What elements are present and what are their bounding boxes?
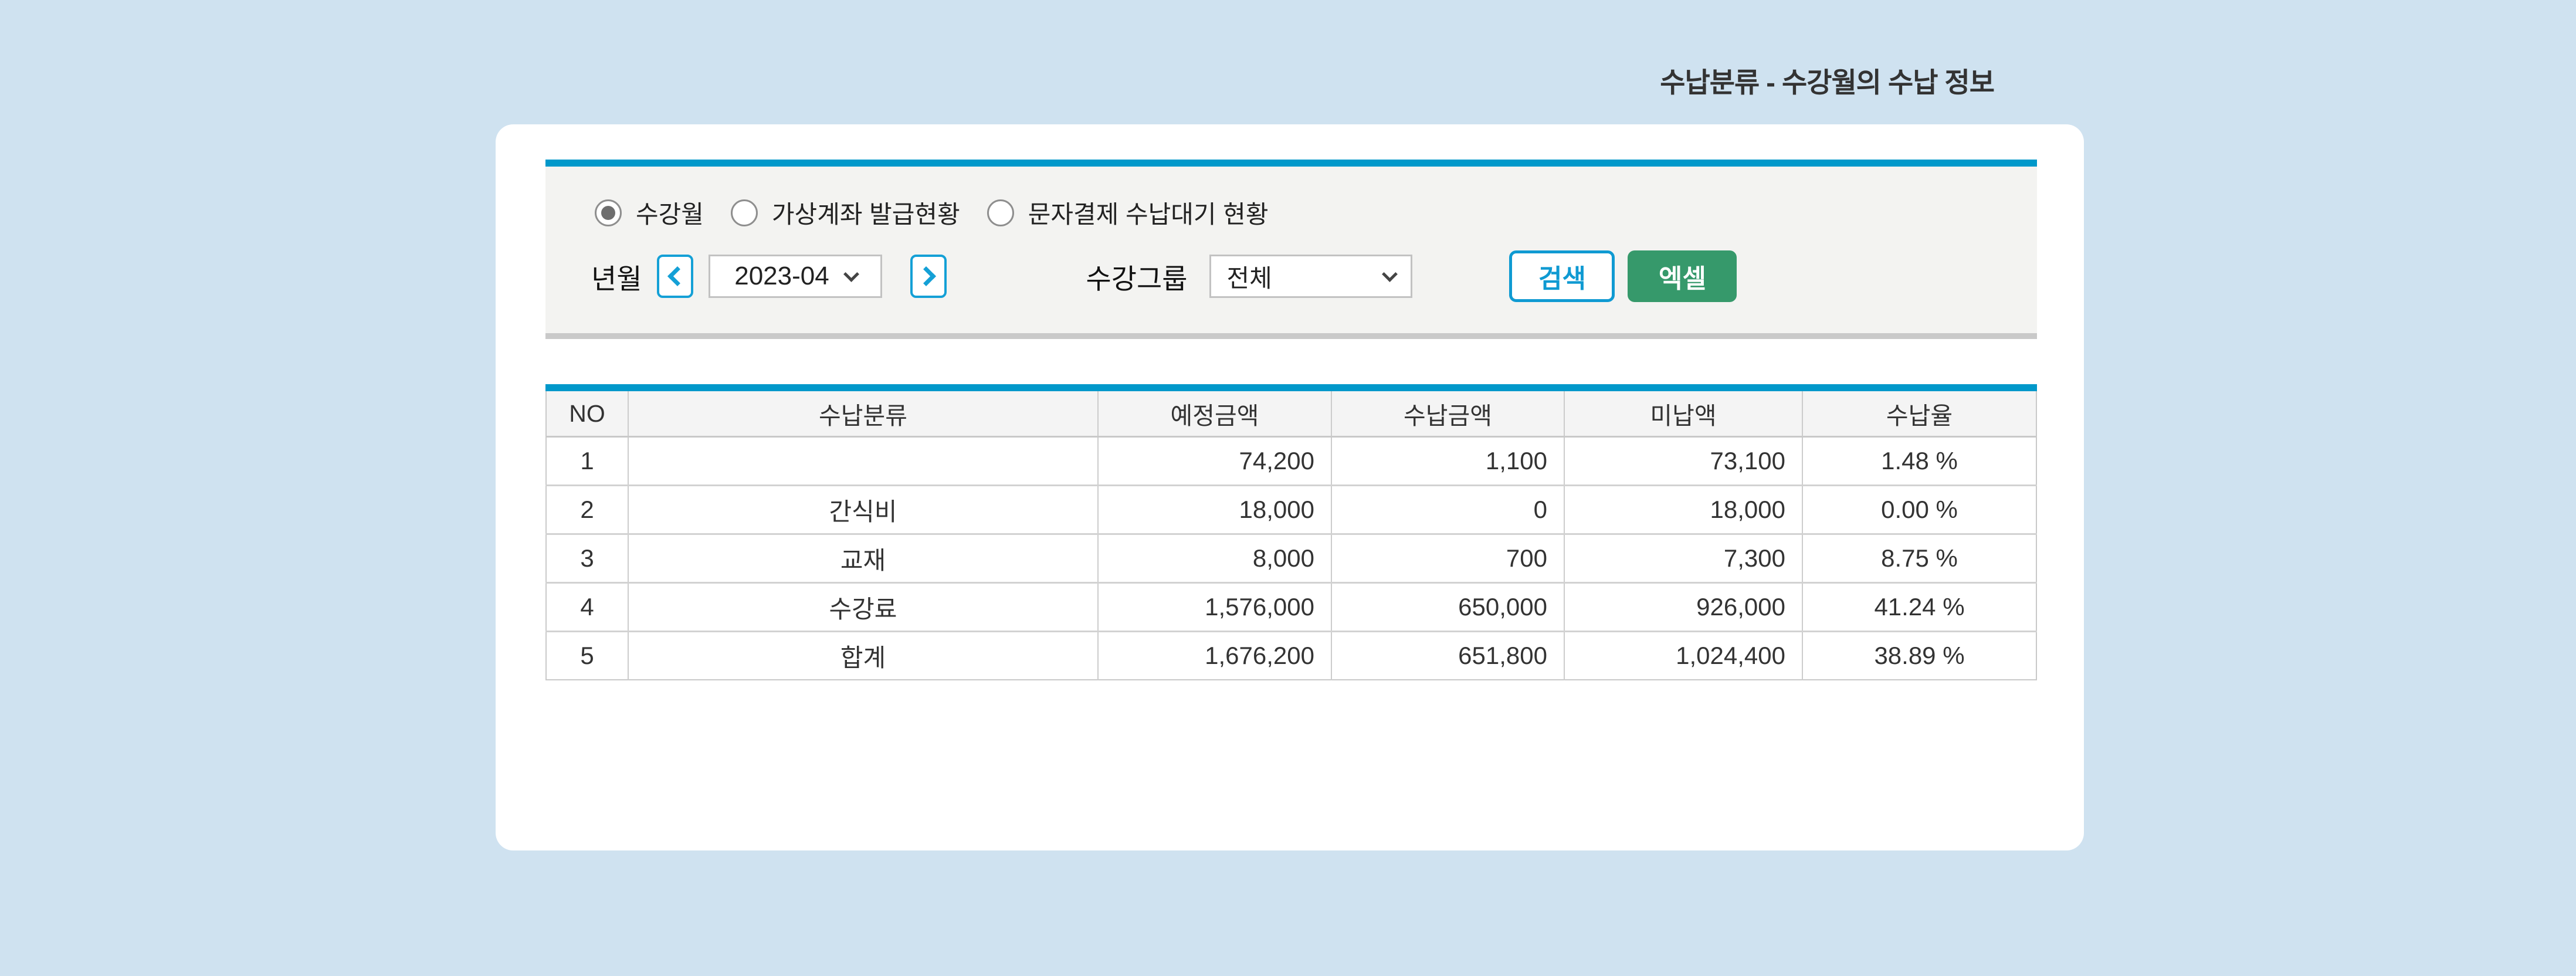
- page-title: 수납분류 - 수강월의 수납 정보: [1660, 67, 1995, 98]
- table-cell: 3: [546, 533, 628, 583]
- table-cell: 18,000: [1097, 484, 1331, 534]
- table-row: 2 간식비 18,000 0 18,000 0.00 %: [546, 484, 2036, 534]
- table-cell: 651,800: [1331, 631, 1564, 680]
- group-select-value: 전체: [1226, 264, 1272, 292]
- table-column-header: 수납분류: [628, 391, 1098, 438]
- table-cell: 926,000: [1564, 582, 1802, 632]
- table-cell: 74,200: [1097, 436, 1331, 486]
- table-header-row: NO 수납분류 예정금액 수납금액 미납액 수납율: [546, 391, 2036, 438]
- table-cell: 73,100: [1564, 436, 1802, 486]
- table-cell: 7,300: [1564, 533, 1802, 583]
- next-month-button[interactable]: [910, 255, 947, 298]
- radio-sugangwol[interactable]: 수강월: [595, 195, 704, 231]
- table-cell: 18,000: [1564, 484, 1802, 534]
- radio-label: 문자결제 수납대기 현황: [1028, 201, 1269, 228]
- prev-month-button[interactable]: [657, 255, 694, 298]
- table-column-header: 미납액: [1564, 391, 1802, 438]
- table-cell: 0: [1331, 484, 1564, 534]
- table-cell: 수강료: [628, 582, 1098, 632]
- table-column-header: 예정금액: [1097, 391, 1331, 438]
- table-cell: 8,000: [1097, 533, 1331, 583]
- chevron-down-icon: [843, 266, 859, 282]
- chevron-right-icon: [916, 266, 937, 286]
- radio-label: 수강월: [636, 201, 704, 228]
- table-cell: 650,000: [1331, 582, 1564, 632]
- table-cell: 0.00 %: [1802, 484, 2036, 534]
- content-card: 수강월 가상계좌 발급현황 문자결제 수납대기 현황 년월 2023-04: [496, 124, 2084, 850]
- table-row: 5 합계 1,676,200 651,800 1,024,400 38.89 %: [546, 631, 2036, 680]
- table-column-header: 수납율: [1802, 391, 2036, 438]
- radio-virtual-account[interactable]: 가상계좌 발급현황: [730, 195, 960, 231]
- table-row: 4 수강료 1,576,000 650,000 926,000 41.24 %: [546, 582, 2036, 632]
- chevron-down-icon: [1382, 266, 1398, 282]
- table-cell: 38.89 %: [1802, 631, 2036, 680]
- radio-button-icon[interactable]: [987, 199, 1014, 226]
- table-row: 1 74,200 1,100 73,100 1.48 %: [546, 436, 2036, 486]
- group-select[interactable]: 전체: [1209, 255, 1413, 298]
- view-mode-radio-group: 수강월 가상계좌 발급현황 문자결제 수납대기 현황: [595, 195, 1268, 231]
- table-cell: 2: [546, 484, 628, 534]
- table-cell: 합계: [628, 631, 1098, 680]
- table-cell: 1,676,200: [1097, 631, 1331, 680]
- table-cell: 간식비: [628, 484, 1098, 534]
- table-cell: 1,024,400: [1564, 631, 1802, 680]
- table-cell: 41.24 %: [1802, 582, 2036, 632]
- table-column-header: NO: [546, 391, 628, 438]
- year-month-value: 2023-04: [734, 262, 829, 290]
- excel-button[interactable]: 엑셀: [1628, 250, 1737, 302]
- filter-panel: 수강월 가상계좌 발급현황 문자결제 수납대기 현황 년월 2023-04: [545, 160, 2037, 339]
- table-column-header: 수납금액: [1331, 391, 1564, 438]
- radio-button-icon[interactable]: [595, 199, 622, 226]
- year-month-label: 년월: [591, 263, 642, 294]
- table-cell: 1,100: [1331, 436, 1564, 486]
- table-cell: 1.48 %: [1802, 436, 2036, 486]
- radio-button-icon[interactable]: [730, 199, 758, 226]
- payment-summary-table: NO 수납분류 예정금액 수납금액 미납액 수납율 1 74,200 1,100 73,100 1…: [545, 391, 2037, 680]
- table-top-accent-bar: [545, 384, 2037, 391]
- table-cell: 교재: [628, 533, 1098, 583]
- table-cell: 1,576,000: [1097, 582, 1331, 632]
- table-cell: 5: [546, 631, 628, 680]
- year-month-select[interactable]: 2023-04: [709, 255, 883, 298]
- group-label: 수강그룹: [1086, 263, 1188, 294]
- table-body: 1 74,200 1,100 73,100 1.48 % 2 간식비 18,000 0 18,00…: [546, 436, 2036, 680]
- radio-sms-payment-wait[interactable]: 문자결제 수납대기 현황: [987, 195, 1269, 231]
- filter-controls-row: 년월 2023-04 수강그룹 전체 검색 엑셀: [591, 250, 1737, 303]
- table-cell: [628, 436, 1098, 486]
- table-cell: 1: [546, 436, 628, 486]
- table-cell: 700: [1331, 533, 1564, 583]
- radio-label: 가상계좌 발급현황: [771, 201, 960, 228]
- table-row: 3 교재 8,000 700 7,300 8.75 %: [546, 533, 2036, 583]
- chevron-left-icon: [667, 266, 688, 286]
- search-button[interactable]: 검색: [1509, 250, 1615, 302]
- results-table-container: NO 수납분류 예정금액 수납금액 미납액 수납율 1 74,200 1,100 73,100 1…: [545, 384, 2037, 680]
- table-cell: 8.75 %: [1802, 533, 2036, 583]
- table-cell: 4: [546, 582, 628, 632]
